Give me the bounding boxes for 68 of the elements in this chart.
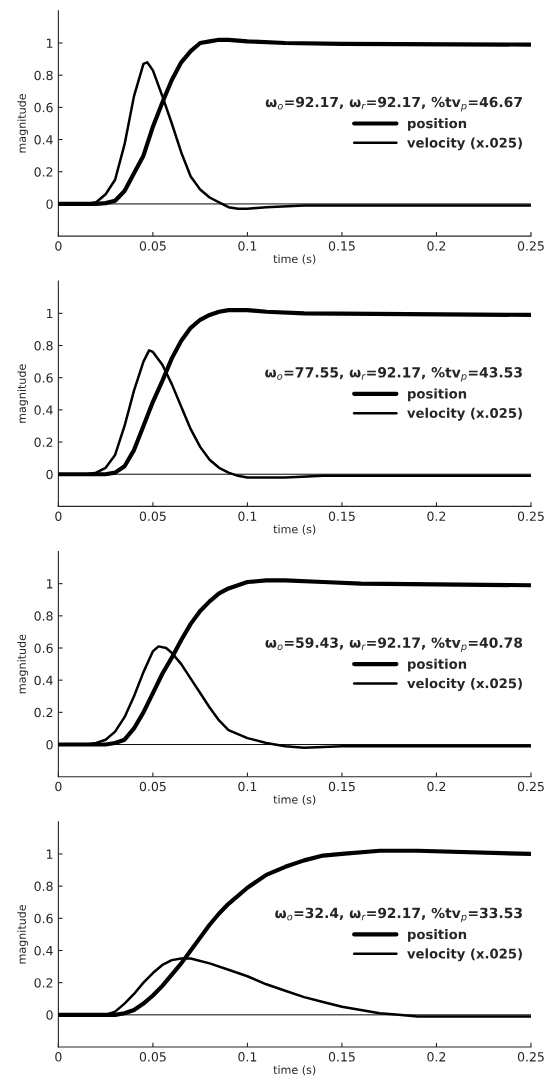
legend-label: position <box>408 929 467 942</box>
x-tick-label: 0.1 <box>238 1052 257 1062</box>
x-tick-label: 0.1 <box>238 511 257 521</box>
x-tick-label: 0.2 <box>427 781 446 792</box>
legend-label: position <box>408 388 467 402</box>
y-tick-label: 0.2 <box>34 978 53 988</box>
legend-label: velocity (x.025) <box>407 407 522 421</box>
legend-label: position <box>408 658 467 672</box>
x-tick-label: 0.05 <box>139 1052 166 1062</box>
y-tick-label: 0 <box>46 469 53 480</box>
x-tick-label: 0.15 <box>328 511 355 521</box>
y-tick-label: 0.8 <box>34 611 53 621</box>
x-tick-label: 0 <box>55 1052 62 1062</box>
y-tick-label: 0.6 <box>34 102 53 113</box>
x-tick-label: 0.05 <box>139 781 166 792</box>
legend-title: ω$_{o}$=32.4, ω$_{r}$=92.17, %tv$_{p}$=33.53 <box>275 907 522 923</box>
x-tick-label: 0.15 <box>328 781 355 792</box>
y-tick-label: 0.4 <box>34 675 53 686</box>
x-axis-title: time (s) <box>273 1065 316 1076</box>
y-tick-label: 0.8 <box>34 70 53 81</box>
y-tick-label: 0.8 <box>34 340 53 351</box>
x-axis-title: time (s) <box>273 795 316 805</box>
y-tick-label: 0.6 <box>34 373 53 383</box>
legend-label: position <box>408 118 467 131</box>
x-tick-label: 0.25 <box>517 781 544 792</box>
y-tick-label: 1 <box>46 308 53 319</box>
y-tick-label: 1 <box>46 579 53 589</box>
y-axis-title: magnitude <box>17 634 29 694</box>
x-tick-label: 0 <box>55 511 62 521</box>
x-tick-label: 0 <box>55 241 62 251</box>
x-tick-label: 0.2 <box>427 241 446 251</box>
x-tick-label: 0.25 <box>517 511 544 521</box>
x-tick-label: 0.05 <box>139 241 166 251</box>
x-tick-label: 0.25 <box>517 1052 544 1062</box>
legend-label: velocity (x.025) <box>407 678 522 691</box>
y-tick-label: 0.2 <box>34 437 53 447</box>
y-tick-label: 0 <box>46 1010 53 1020</box>
y-tick-label: 0.4 <box>34 405 53 415</box>
legend-label: velocity (x.025) <box>407 137 522 151</box>
x-tick-label: 0.1 <box>238 781 257 792</box>
legend-label: velocity (x.025) <box>407 948 522 962</box>
y-tick-label: 0.6 <box>34 643 53 653</box>
y-tick-label: 0.6 <box>34 913 53 924</box>
x-tick-label: 0.1 <box>238 241 257 251</box>
legend-title: ω$_{o}$=77.55, ω$_{r}$=92.17, %tv$_{p}$=43.53 <box>265 367 522 382</box>
y-axis-title: magnitude <box>17 904 29 964</box>
y-axis-title: magnitude <box>17 94 29 153</box>
y-tick-label: 0 <box>46 740 53 750</box>
y-tick-label: 0.8 <box>34 881 53 892</box>
x-tick-label: 0.15 <box>328 241 355 251</box>
y-tick-label: 0.2 <box>34 707 53 718</box>
legend-title: ω$_{o}$=92.17, ω$_{r}$=92.17, %tv$_{p}$=46.67 <box>265 96 522 112</box>
y-tick-label: 0 <box>46 199 53 209</box>
x-tick-label: 0.15 <box>328 1052 355 1062</box>
y-tick-label: 1 <box>46 38 53 48</box>
y-tick-label: 0.4 <box>34 945 53 956</box>
x-tick-label: 0.2 <box>427 511 446 521</box>
legend-title: ω$_{o}$=59.43, ω$_{r}$=92.17, %tv$_{p}$=40.78 <box>265 637 523 652</box>
y-tick-label: 1 <box>46 849 53 859</box>
x-tick-label: 0 <box>55 781 62 792</box>
y-tick-label: 0.4 <box>34 135 53 145</box>
x-tick-label: 0.05 <box>139 511 166 521</box>
y-axis-title: magnitude <box>17 364 29 423</box>
x-tick-label: 0.2 <box>427 1052 446 1062</box>
x-axis-title: time (s) <box>273 524 316 535</box>
x-axis-title: time (s) <box>273 254 316 265</box>
x-tick-label: 0.25 <box>517 241 544 251</box>
y-tick-label: 0.2 <box>34 167 53 177</box>
